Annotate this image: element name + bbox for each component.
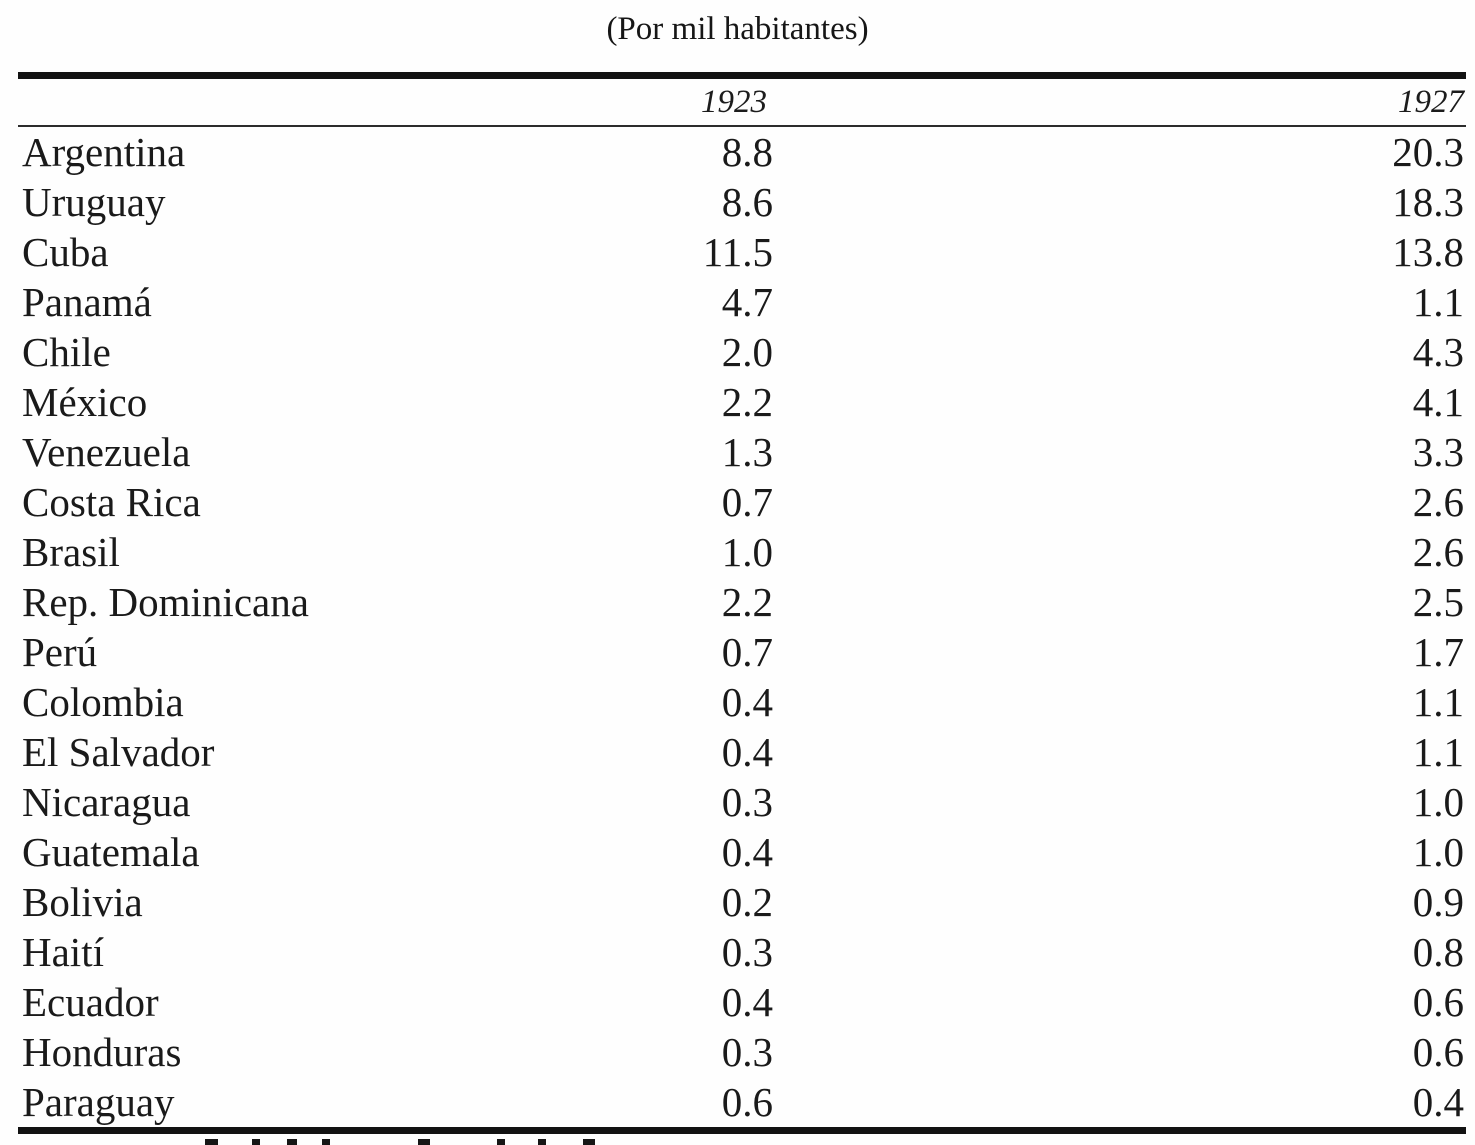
country-label: Panamá: [22, 279, 152, 325]
table-row: Rep. Dominicana 2.2 2.5: [18, 577, 1466, 627]
clipped-glyph-mark: [418, 1139, 430, 1145]
clipped-source-note-remnant: [18, 1134, 1466, 1145]
value-1927: 0.6: [1412, 979, 1464, 1025]
clipped-glyph-mark: [205, 1139, 218, 1145]
value-1927: 4.1: [1412, 379, 1464, 425]
value-1923: 0.3: [721, 779, 773, 825]
table-body: Argentina 8.8 20.3 Uruguay 8.6 18.3 Cuba…: [18, 127, 1466, 1127]
table-row: Perú 0.7 1.7: [18, 627, 1466, 677]
value-1927: 2.6: [1412, 479, 1464, 525]
country-label: Argentina: [22, 129, 186, 175]
value-1923: 0.4: [721, 979, 773, 1025]
value-1923: 1.0: [721, 529, 773, 575]
value-1923: 0.3: [721, 929, 773, 975]
table-row: Ecuador 0.4 0.6: [18, 977, 1466, 1027]
value-1927: 0.9: [1412, 879, 1464, 925]
value-1923: 1.3: [721, 429, 773, 475]
value-1927: 1.1: [1412, 679, 1464, 725]
clipped-glyph-mark: [538, 1139, 546, 1145]
value-1923: 0.4: [721, 729, 773, 775]
country-label: Rep. Dominicana: [22, 579, 309, 625]
country-label: Colombia: [22, 679, 184, 725]
value-1923: 11.5: [702, 229, 773, 275]
table-row: Venezuela 1.3 3.3: [18, 427, 1466, 477]
header-rule: [18, 125, 1466, 127]
value-1923: 0.2: [721, 879, 773, 925]
country-label: Uruguay: [22, 179, 166, 225]
value-1927: 0.6: [1412, 1029, 1464, 1075]
value-1927: 0.4: [1412, 1079, 1464, 1125]
country-label: Honduras: [22, 1029, 182, 1075]
country-label: Nicaragua: [22, 779, 191, 825]
table-row: Colombia 0.4 1.1: [18, 677, 1466, 727]
top-rule: [18, 72, 1466, 79]
value-1927: 2.6: [1412, 529, 1464, 575]
table-row: México 2.2 4.1: [18, 377, 1466, 427]
country-label: Cuba: [22, 229, 109, 275]
country-label: Paraguay: [22, 1079, 175, 1125]
value-1927: 20.3: [1392, 129, 1464, 175]
table-row: Nicaragua 0.3 1.0: [18, 777, 1466, 827]
value-1923: 8.6: [721, 179, 773, 225]
table-row: Paraguay 0.6 0.4: [18, 1077, 1466, 1127]
table-header-row: 1923 1927: [18, 79, 1466, 125]
table-row: El Salvador 0.4 1.1: [18, 727, 1466, 777]
country-label: Venezuela: [22, 429, 191, 475]
value-1927: 1.1: [1412, 279, 1464, 325]
country-label: Costa Rica: [22, 479, 201, 525]
column-header-1927: 1927: [1398, 83, 1464, 120]
column-header-1923: 1923: [701, 83, 767, 120]
table-row: Uruguay 8.6 18.3: [18, 177, 1466, 227]
value-1927: 1.7: [1412, 629, 1464, 675]
table-row: Haití 0.3 0.8: [18, 927, 1466, 977]
table-row: Argentina 8.8 20.3: [18, 127, 1466, 177]
value-1923: 0.4: [721, 829, 773, 875]
table-row: Chile 2.0 4.3: [18, 327, 1466, 377]
country-label: Guatemala: [22, 829, 200, 875]
table-row: Guatemala 0.4 1.0: [18, 827, 1466, 877]
country-label: Chile: [22, 329, 111, 375]
table-row: Bolivia 0.2 0.9: [18, 877, 1466, 927]
country-label: Haití: [22, 929, 104, 975]
value-1927: 2.5: [1412, 579, 1464, 625]
value-1927: 4.3: [1412, 329, 1464, 375]
value-1927: 0.8: [1412, 929, 1464, 975]
value-1923: 4.7: [721, 279, 773, 325]
value-1927: 18.3: [1392, 179, 1464, 225]
clipped-glyph-mark: [497, 1139, 505, 1145]
clipped-glyph-mark: [583, 1139, 595, 1145]
clipped-glyph-mark: [252, 1139, 260, 1145]
data-table: 1923 1927 Argentina 8.8 20.3 Uruguay 8.6…: [18, 72, 1466, 1134]
value-1923: 0.6: [721, 1079, 773, 1125]
value-1923: 0.4: [721, 679, 773, 725]
country-label: Bolivia: [22, 879, 143, 925]
value-1923: 2.2: [721, 579, 773, 625]
value-1927: 1.0: [1412, 779, 1464, 825]
country-label: México: [22, 379, 148, 425]
value-1923: 0.7: [721, 479, 773, 525]
value-1923: 0.7: [721, 629, 773, 675]
clipped-glyph-mark: [287, 1139, 297, 1145]
value-1927: 1.1: [1412, 729, 1464, 775]
value-1923: 0.3: [721, 1029, 773, 1075]
country-label: El Salvador: [22, 729, 215, 775]
country-label: Ecuador: [22, 979, 159, 1025]
table-row: Brasil 1.0 2.6: [18, 527, 1466, 577]
table-row: Panamá 4.7 1.1: [18, 277, 1466, 327]
table-row: Cuba 11.5 13.8: [18, 227, 1466, 277]
bottom-rule: [18, 1127, 1466, 1134]
table-row: Costa Rica 0.7 2.6: [18, 477, 1466, 527]
clipped-glyph-mark: [322, 1139, 330, 1145]
value-1923: 2.0: [721, 329, 773, 375]
country-label: Brasil: [22, 529, 120, 575]
value-1923: 2.2: [721, 379, 773, 425]
value-1927: 3.3: [1412, 429, 1464, 475]
value-1923: 8.8: [721, 129, 773, 175]
table-caption: (Por mil habitantes): [606, 11, 869, 47]
value-1927: 13.8: [1392, 229, 1464, 275]
table-row: Honduras 0.3 0.6: [18, 1027, 1466, 1077]
country-label: Perú: [22, 629, 98, 675]
value-1927: 1.0: [1412, 829, 1464, 875]
